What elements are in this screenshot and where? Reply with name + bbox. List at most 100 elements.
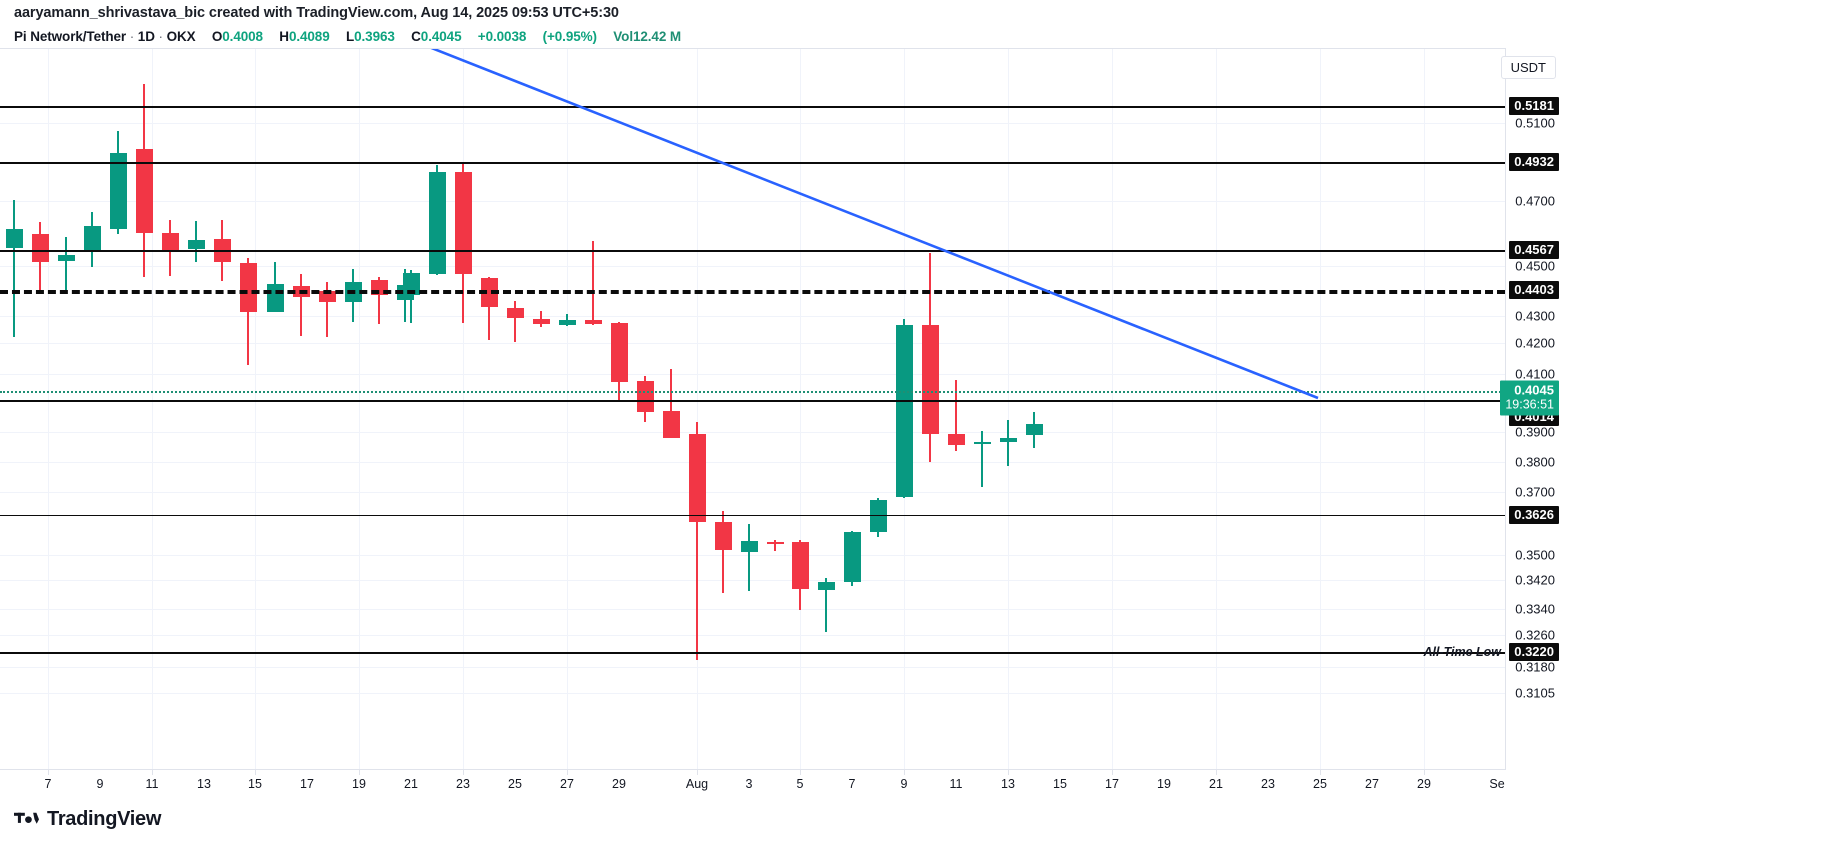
trendline-layer bbox=[310, 48, 1319, 400]
legend-close-label: C bbox=[411, 29, 421, 44]
price-tag[interactable]: 0.4932 bbox=[1509, 153, 1559, 171]
bar-countdown: 19:36:51 bbox=[1505, 397, 1554, 412]
time-tick: 17 bbox=[1105, 777, 1119, 791]
time-tick: 25 bbox=[1313, 777, 1327, 791]
grid-line-horizontal bbox=[0, 374, 1505, 375]
grid-line-horizontal bbox=[0, 693, 1505, 694]
candle-body-bullish bbox=[817, 582, 835, 591]
candle-body-bearish bbox=[662, 411, 680, 438]
resistance-0-4932[interactable] bbox=[0, 162, 1505, 164]
candle-wick bbox=[696, 421, 698, 660]
grid-line-vertical bbox=[697, 48, 698, 770]
candle-wick bbox=[274, 262, 276, 293]
time-tick: 19 bbox=[352, 777, 366, 791]
candle-wick bbox=[326, 281, 328, 338]
candle-body-bearish bbox=[766, 541, 784, 544]
price-tag[interactable]: 0.4403 bbox=[1509, 281, 1559, 299]
price-axis-unit: USDT bbox=[1500, 56, 1556, 79]
price-axis[interactable]: USDT 0.5100 0.4700 0.4500 0.4300 0.4200 0.410… bbox=[1500, 48, 1560, 770]
candle-body-bullish bbox=[57, 255, 75, 261]
legend-volume-label: Vol bbox=[613, 29, 633, 44]
grid-line-vertical bbox=[359, 48, 360, 770]
time-axis[interactable]: 7 9 11 13 15 17 19 21 23 25 27 29 Aug 3 5 7 9 11 13 15 17 19 2… bbox=[0, 770, 1560, 798]
time-tick: 13 bbox=[1001, 777, 1015, 791]
support-0-3626[interactable] bbox=[0, 515, 1505, 516]
tradingview-logo-text: TradingView bbox=[47, 808, 162, 830]
candle-body-bearish bbox=[921, 325, 939, 434]
time-tick-mark bbox=[1112, 770, 1113, 775]
legend-dot-1: · bbox=[129, 29, 135, 44]
support-0-4014[interactable] bbox=[0, 400, 1505, 402]
time-tick: 27 bbox=[1365, 777, 1379, 791]
attribution-text: aaryamann_shrivastava_bic created with T… bbox=[14, 5, 619, 21]
time-tick-mark bbox=[1320, 770, 1321, 775]
candle-wick bbox=[592, 240, 594, 326]
resistance-0-5181[interactable] bbox=[0, 106, 1505, 108]
time-tick-mark bbox=[1216, 770, 1217, 775]
price-tag[interactable]: 0.4567 bbox=[1509, 241, 1559, 259]
grid-line-vertical bbox=[1320, 48, 1321, 770]
legend-open-value: 0.4008 bbox=[222, 29, 263, 44]
price-tick: 0.3700 bbox=[1515, 484, 1555, 500]
grid-line-vertical bbox=[1424, 48, 1425, 770]
grid-line-horizontal bbox=[0, 492, 1505, 493]
price-tick: 0.4500 bbox=[1515, 258, 1555, 274]
time-tick: Se bbox=[1489, 777, 1505, 791]
legend-low-value: 0.3963 bbox=[354, 29, 395, 44]
candle-body-bullish bbox=[187, 239, 205, 249]
candle-body-bullish bbox=[428, 172, 446, 274]
all-time-low[interactable] bbox=[0, 652, 1505, 654]
candle-wick bbox=[488, 276, 490, 341]
time-tick-mark bbox=[255, 770, 256, 775]
time-tick: 7 bbox=[848, 777, 856, 791]
time-tick: 5 bbox=[796, 777, 804, 791]
time-tick: 23 bbox=[1261, 777, 1275, 791]
candle-wick bbox=[981, 431, 983, 488]
time-tick: 11 bbox=[949, 777, 963, 791]
live-price-tag[interactable]: 0.4045 19:36:51 bbox=[1500, 380, 1559, 416]
legend-high-label: H bbox=[279, 29, 289, 44]
candle-body-bearish bbox=[161, 233, 179, 251]
candle-body-bullish bbox=[895, 325, 913, 498]
time-tick-mark bbox=[904, 770, 905, 775]
grid-line-horizontal bbox=[0, 580, 1505, 581]
time-tick-mark bbox=[152, 770, 153, 775]
tradingview-logo: TradingView bbox=[14, 808, 161, 831]
chart-pane[interactable]: All-Time Low bbox=[0, 48, 1505, 770]
price-tick: 0.3420 bbox=[1515, 572, 1555, 588]
candle-body-bearish bbox=[31, 233, 49, 262]
candle-body-bearish bbox=[135, 148, 153, 233]
candle-body-bearish bbox=[318, 291, 336, 302]
time-tick: 29 bbox=[1417, 777, 1431, 791]
legend-interval[interactable]: 1D bbox=[137, 29, 155, 44]
candle-body-bearish bbox=[506, 308, 524, 318]
candle-body-bearish bbox=[714, 522, 732, 551]
tradingview-mark-icon bbox=[14, 812, 39, 824]
grid-line-vertical bbox=[463, 48, 464, 770]
candle-body-bullish bbox=[402, 273, 420, 295]
downtrend-line[interactable] bbox=[310, 48, 1319, 400]
close-0-4045[interactable] bbox=[0, 391, 1505, 393]
time-tick-mark bbox=[359, 770, 360, 775]
price-tick: 0.3105 bbox=[1515, 685, 1555, 701]
grid-line-horizontal bbox=[0, 609, 1505, 610]
time-tick: 21 bbox=[404, 777, 418, 791]
candle-wick bbox=[13, 199, 15, 337]
legend-exchange[interactable]: OKX bbox=[166, 29, 196, 44]
pivot-0-4403[interactable] bbox=[0, 290, 1505, 294]
candle-wick bbox=[825, 577, 827, 633]
grid-line-horizontal bbox=[0, 555, 1505, 556]
candle-wick bbox=[774, 540, 776, 551]
price-tag[interactable]: 0.5181 bbox=[1509, 97, 1559, 115]
resistance-0-4567[interactable] bbox=[0, 250, 1505, 252]
symbol-legend: Pi Network/Tether · 1D · OKX O0.4008 H0.… bbox=[14, 29, 681, 44]
time-tick: 17 bbox=[300, 777, 314, 791]
candle-wick bbox=[722, 511, 724, 593]
price-tag[interactable]: 0.3220 bbox=[1509, 643, 1559, 661]
candle-wick bbox=[378, 276, 380, 324]
grid-line-horizontal bbox=[0, 266, 1505, 267]
price-tick: 0.3340 bbox=[1515, 601, 1555, 617]
price-tag[interactable]: 0.3626 bbox=[1509, 506, 1559, 524]
legend-symbol[interactable]: Pi Network/Tether bbox=[14, 29, 127, 44]
price-tick: 0.4700 bbox=[1515, 193, 1555, 209]
